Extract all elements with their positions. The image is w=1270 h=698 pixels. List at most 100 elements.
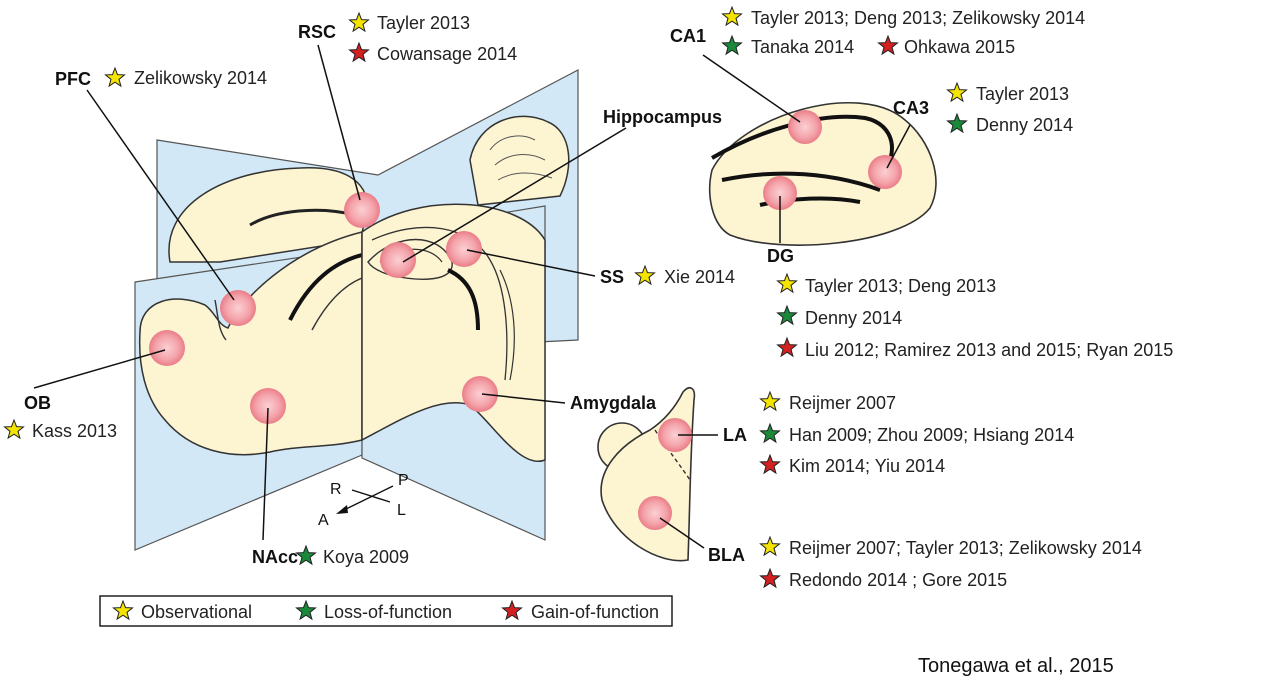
legend-box [99, 595, 673, 627]
activation-spot-amygdala [462, 376, 498, 412]
ca-layer [710, 114, 894, 177]
star-icon [104, 66, 126, 88]
activation-spot-hippocampus [380, 242, 416, 278]
brain-section-diagram [33, 44, 627, 551]
direction-r: R [330, 481, 342, 498]
hippocampus-shape [708, 101, 937, 246]
citation-ca3-2: Denny 2014 [976, 115, 1073, 135]
region-labels: RSC PFC Hippocampus SS OB Amygdala NAcc … [24, 22, 929, 567]
observational-star-icon [104, 66, 126, 88]
loss-of-function-star-icon [721, 34, 743, 56]
citation-dg-1: Tayler 2013; Deng 2013 [805, 276, 996, 296]
citation-ca1-2: Tanaka 2014 [751, 37, 854, 57]
region-label-la: LA [723, 425, 747, 445]
gain-of-function-star-icon [348, 41, 370, 63]
region-label-ca1: CA1 [670, 26, 706, 46]
star-icon [946, 112, 968, 134]
star-icon [721, 5, 743, 27]
star-icon [776, 336, 798, 358]
star-icon [877, 34, 899, 56]
citation-ob-1: Kass 2013 [32, 421, 117, 441]
star-icon [759, 535, 781, 557]
observational-star-icon [3, 418, 25, 440]
citation-nacc-1: Koya 2009 [323, 547, 409, 567]
legend-observational: Observational [141, 602, 252, 622]
gain-of-function-star-icon [759, 567, 781, 589]
activation-spot-ca1 [788, 110, 822, 144]
region-label-bla: BLA [708, 545, 745, 565]
loss-of-function-star-icon [295, 544, 317, 566]
citation-la-2: Han 2009; Zhou 2009; Hsiang 2014 [789, 425, 1074, 445]
citation-dg-3: Liu 2012; Ramirez 2013 and 2015; Ryan 20… [805, 340, 1173, 360]
observational-star-icon [946, 81, 968, 103]
direction-a: A [318, 512, 329, 529]
corpus-callosum [288, 253, 363, 321]
cerebellum [469, 115, 570, 206]
star-icon [634, 264, 656, 286]
activation-spot-ss [446, 231, 482, 267]
observational-star-icon [634, 264, 656, 286]
loss-of-function-star-icon [295, 599, 317, 621]
star-icon [946, 81, 968, 103]
citation-ca3-1: Tayler 2013 [976, 84, 1069, 104]
citation-rsc-2: Cowansage 2014 [377, 44, 517, 64]
region-label-ob: OB [24, 393, 51, 413]
star-icon [501, 599, 523, 621]
star-icon [348, 41, 370, 63]
orientation-compass: R P A L [318, 472, 409, 529]
activation-spot-bla [638, 496, 672, 530]
activation-spot-pfc [220, 290, 256, 326]
hippocampus-inset [702, 54, 937, 246]
activation-spot-dg [763, 176, 797, 210]
direction-p: P [398, 472, 409, 489]
observational-star-icon [721, 5, 743, 27]
direction-l: L [397, 502, 406, 519]
star-icon [759, 453, 781, 475]
star-icon [776, 272, 798, 294]
region-label-hippocampus: Hippocampus [603, 107, 722, 127]
activation-spot-nacc [250, 388, 286, 424]
observational-star-icon [759, 390, 781, 412]
star-icon [295, 599, 317, 621]
gain-of-function-star-icon [759, 453, 781, 475]
citation-la-3: Kim 2014; Yiu 2014 [789, 456, 945, 476]
star-icon [759, 390, 781, 412]
citation-rsc-1: Tayler 2013 [377, 13, 470, 33]
citation-pfc-1: Zelikowsky 2014 [134, 68, 267, 88]
star-icon [3, 418, 25, 440]
activation-spot-ob [149, 330, 185, 366]
legend-gain-of-function: Gain-of-function [531, 602, 659, 622]
activation-spot-rsc [344, 192, 380, 228]
region-label-rsc: RSC [298, 22, 336, 42]
observational-star-icon [776, 272, 798, 294]
loss-of-function-star-icon [946, 112, 968, 134]
star-icon [721, 34, 743, 56]
citation-bla-1: Reijmer 2007; Tayler 2013; Zelikowsky 20… [789, 538, 1142, 558]
star-icon [348, 11, 370, 33]
citation-bla-2: Redondo 2014 ; Gore 2015 [789, 570, 1007, 590]
region-label-dg: DG [767, 246, 794, 266]
region-label-amygdala: Amygdala [570, 393, 657, 413]
citation-la-1: Reijmer 2007 [789, 393, 896, 413]
region-label-nacc: NAcc [252, 547, 298, 567]
citation-ss-1: Xie 2014 [664, 267, 735, 287]
figure-credit: Tonegawa et al., 2015 [918, 655, 1114, 677]
observational-star-icon [112, 599, 134, 621]
region-label-pfc: PFC [55, 69, 91, 89]
region-label-ss: SS [600, 267, 624, 287]
star-icon [295, 544, 317, 566]
activation-spot-la [658, 418, 692, 452]
gain-of-function-star-icon [877, 34, 899, 56]
loss-of-function-star-icon [776, 304, 798, 326]
star-icon [759, 422, 781, 444]
star-icon [776, 304, 798, 326]
gain-of-function-star-icon [776, 336, 798, 358]
legend-loss-of-function: Loss-of-function [324, 602, 452, 622]
legend: Observational Loss-of-function Gain-of-f… [99, 595, 673, 627]
gain-of-function-star-icon [501, 599, 523, 621]
citation-ca1-3: Ohkawa 2015 [904, 37, 1015, 57]
activation-spot-ca3 [868, 155, 902, 189]
observational-star-icon [348, 11, 370, 33]
star-icon [759, 567, 781, 589]
